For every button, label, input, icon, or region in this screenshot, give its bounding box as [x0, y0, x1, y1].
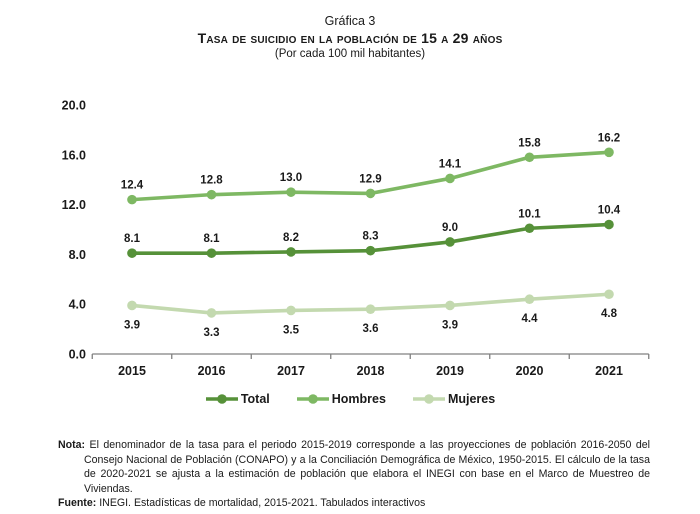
data-point-hombres	[365, 188, 376, 199]
legend-marker-mujeres	[412, 394, 445, 404]
x-axis-tick-label: 2015	[118, 364, 146, 378]
data-label-mujeres: 4.4	[522, 313, 539, 325]
source-body: INEGI. Estadísticas de mortalidad, 2015-…	[99, 497, 426, 510]
line-chart-canvas: 0.0 4.0 8.0 12.0 16.0 20.0 2015 2016 2017 2018 201…	[62, 99, 650, 378]
data-label-mujeres: 4.8	[601, 308, 618, 320]
data-point-hombres	[206, 189, 217, 200]
data-point-mujeres	[365, 304, 376, 314]
data-label-hombres: 12.9	[359, 173, 381, 185]
legend-item-total: Total	[205, 392, 270, 406]
y-axis-tick-label: 4.0	[69, 298, 86, 312]
chart-subtitle: (Por cada 100 mil habitantes)	[274, 48, 426, 60]
data-point-mujeres	[445, 300, 455, 311]
legend-label-hombres: Hombres	[331, 392, 386, 406]
data-label-hombres: 16.2	[598, 132, 620, 144]
x-axis-tick-label: 2019	[436, 364, 464, 378]
note-text: Nota: El denominador de la tasa para el …	[58, 438, 650, 496]
data-label-total: 8.1	[204, 233, 221, 245]
source-label: Fuente:	[58, 497, 97, 510]
data-label-total: 8.2	[283, 232, 299, 244]
chart-legend: Total Hombres Mujeres	[0, 392, 700, 406]
figure-number: Gráfica 3	[324, 14, 376, 28]
data-point-total	[365, 245, 376, 256]
data-point-total	[445, 237, 455, 247]
data-point-total	[206, 248, 217, 258]
data-label-mujeres: 3.9	[442, 319, 458, 331]
x-axis-tick-label: 2021	[595, 364, 623, 378]
legend-item-hombres: Hombres	[296, 392, 386, 406]
data-point-mujeres	[286, 305, 296, 316]
data-label-total: 8.1	[124, 233, 141, 245]
x-axis-tick-label: 2020	[516, 364, 544, 378]
x-axis-tick-label: 2017	[277, 364, 305, 378]
y-axis-tick-label: 8.0	[69, 248, 86, 262]
note-body: El denominador de la tasa para el period…	[84, 439, 650, 495]
legend-label-total: Total	[240, 392, 270, 406]
data-label-mujeres: 3.6	[363, 323, 379, 335]
data-label-hombres: 15.8	[518, 137, 541, 149]
data-label-total: 9.0	[442, 222, 458, 234]
legend-item-mujeres: Mujeres	[412, 392, 495, 406]
data-point-hombres	[445, 173, 455, 184]
data-label-mujeres: 3.3	[204, 327, 220, 339]
title-block: Gráfica 3 Tasa de suicidio en la poblaci…	[0, 14, 700, 61]
data-point-mujeres	[206, 308, 217, 318]
x-axis-tick-label: 2016	[198, 364, 226, 378]
data-point-total	[127, 248, 137, 258]
data-label-hombres: 14.1	[439, 158, 462, 170]
data-point-hombres	[127, 194, 137, 205]
x-axis-tick-label: 2018	[357, 364, 385, 378]
legend-marker-hombres	[296, 394, 329, 404]
data-label-hombres: 12.4	[121, 180, 144, 192]
data-label-total: 8.3	[363, 231, 379, 243]
source-text: Fuente: INEGI. Estadísticas de mortalida…	[58, 496, 650, 511]
data-label-mujeres: 3.5	[283, 324, 300, 336]
data-label-hombres: 13.0	[280, 172, 302, 184]
data-point-total	[524, 223, 535, 234]
data-label-total: 10.1	[518, 208, 541, 220]
chart-title: Tasa de suicidio en la población de 15 a…	[197, 30, 503, 46]
y-axis-tick-label: 12.0	[62, 198, 86, 212]
y-axis-tick-label: 20.0	[62, 99, 86, 113]
data-point-mujeres	[127, 300, 137, 311]
y-axis-tick-label: 0.0	[69, 348, 86, 362]
note-label: Nota:	[58, 439, 86, 451]
data-point-mujeres	[604, 289, 614, 300]
data-point-total	[286, 247, 296, 257]
legend-marker-total	[205, 394, 238, 404]
y-axis-tick-label: 16.0	[62, 148, 86, 162]
data-label-mujeres: 3.9	[124, 319, 140, 331]
data-point-hombres	[604, 147, 614, 158]
legend-label-mujeres: Mujeres	[447, 392, 496, 406]
data-point-mujeres	[524, 294, 535, 305]
data-label-total: 10.4	[598, 205, 621, 217]
footnotes: Nota: El denominador de la tasa para el …	[58, 438, 650, 511]
data-point-hombres	[524, 152, 535, 163]
data-label-hombres: 12.8	[200, 175, 223, 187]
data-point-total	[604, 219, 614, 230]
data-point-hombres	[286, 187, 296, 197]
